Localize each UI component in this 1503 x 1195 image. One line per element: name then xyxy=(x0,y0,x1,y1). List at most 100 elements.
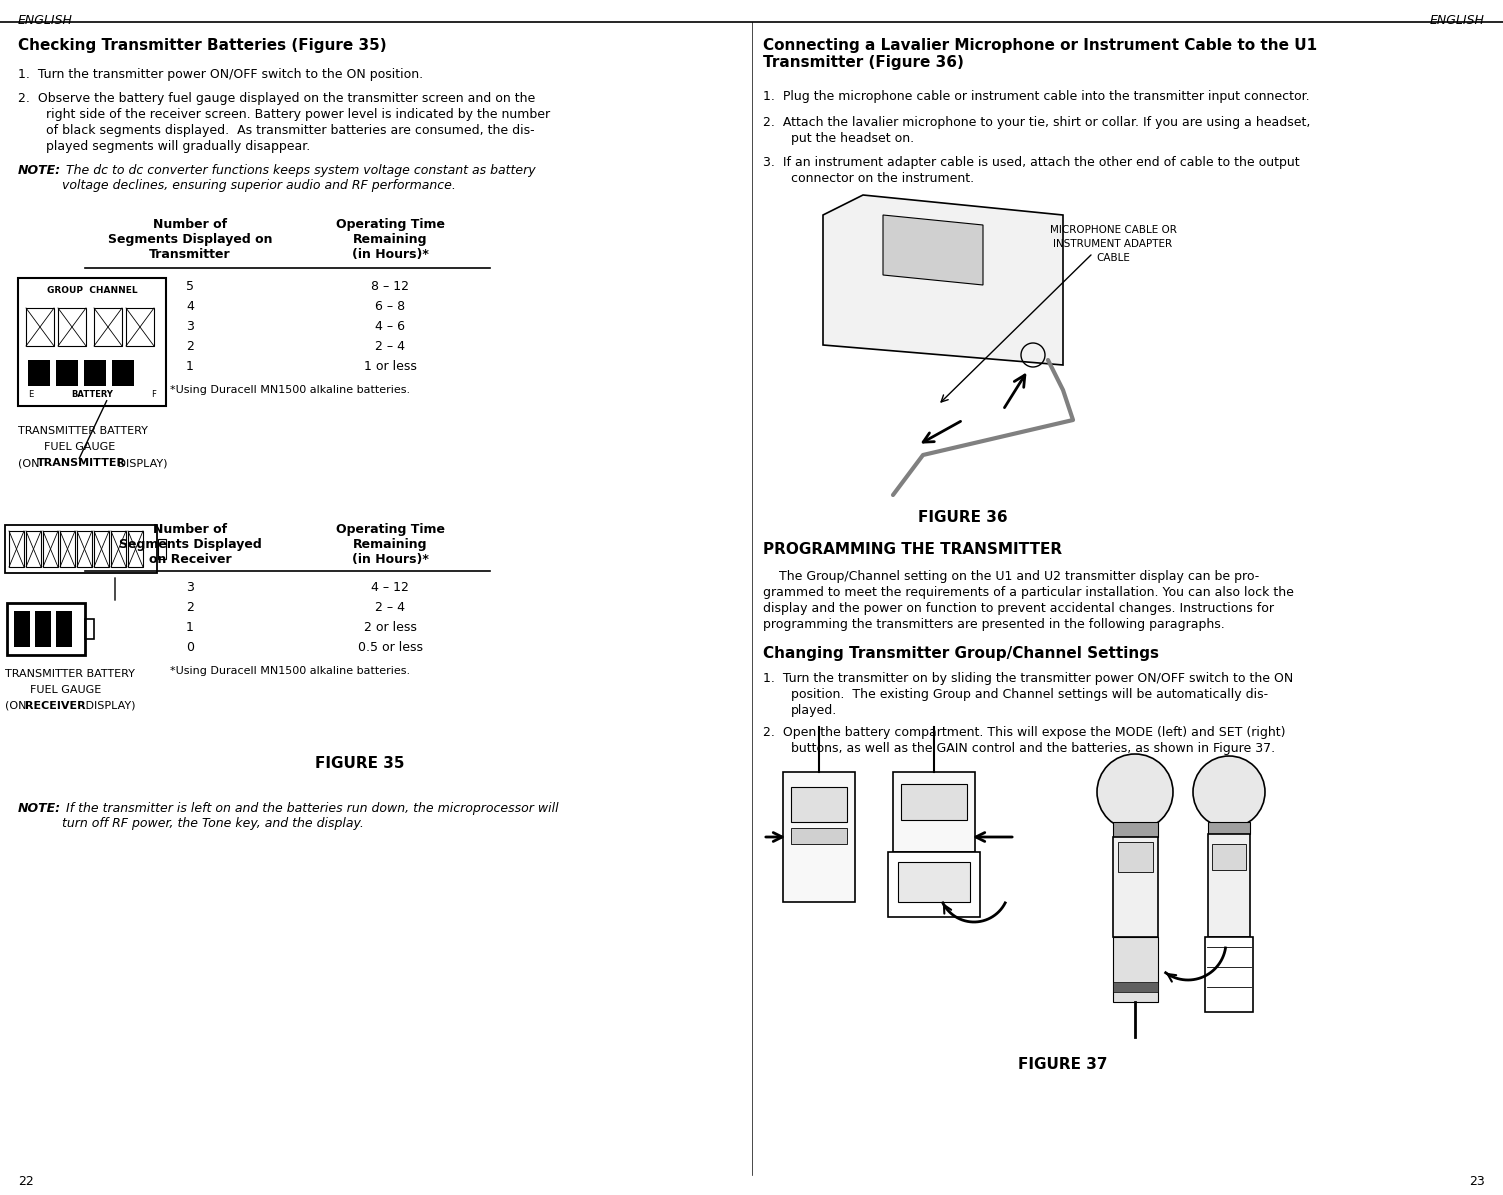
Polygon shape xyxy=(882,215,983,284)
Text: INSTRUMENT ADAPTER: INSTRUMENT ADAPTER xyxy=(1054,239,1172,249)
Text: 2.  Open the battery compartment. This will expose the MODE (left) and SET (righ: 2. Open the battery compartment. This wi… xyxy=(764,727,1285,739)
Text: TRANSMITTER: TRANSMITTER xyxy=(38,458,126,468)
Text: NOTE:: NOTE: xyxy=(18,802,62,815)
Polygon shape xyxy=(56,360,78,386)
Polygon shape xyxy=(56,611,72,646)
Text: DISPLAY): DISPLAY) xyxy=(83,701,135,711)
Text: 2.  Observe the battery fuel gauge displayed on the transmitter screen and on th: 2. Observe the battery fuel gauge displa… xyxy=(18,92,535,105)
Text: 5: 5 xyxy=(186,280,194,293)
Text: CABLE: CABLE xyxy=(1096,253,1130,263)
Polygon shape xyxy=(1114,836,1157,937)
Text: Number of
Segments Displayed
on Receiver: Number of Segments Displayed on Receiver xyxy=(119,523,262,566)
Text: 3: 3 xyxy=(186,320,194,333)
Text: Changing Transmitter Group/Channel Settings: Changing Transmitter Group/Channel Setti… xyxy=(764,646,1159,661)
Text: Operating Time
Remaining
(in Hours)*: Operating Time Remaining (in Hours)* xyxy=(335,523,445,566)
Text: NOTE:: NOTE: xyxy=(18,164,62,177)
Circle shape xyxy=(1193,756,1266,828)
Text: right side of the receiver screen. Battery power level is indicated by the numbe: right side of the receiver screen. Batte… xyxy=(47,108,550,121)
Text: FUEL GAUGE: FUEL GAUGE xyxy=(44,442,116,452)
Text: 1.  Turn the transmitter power ON/OFF switch to the ON position.: 1. Turn the transmitter power ON/OFF swi… xyxy=(18,68,424,81)
Text: ENGLISH: ENGLISH xyxy=(1431,14,1485,27)
Text: PROGRAMMING THE TRANSMITTER: PROGRAMMING THE TRANSMITTER xyxy=(764,543,1063,557)
Text: buttons, as well as the GAIN control and the batteries, as shown in Figure 37.: buttons, as well as the GAIN control and… xyxy=(791,742,1275,755)
Text: 3: 3 xyxy=(186,581,194,594)
Text: F: F xyxy=(152,390,156,399)
Text: ENGLISH: ENGLISH xyxy=(18,14,72,27)
Text: 4 – 6: 4 – 6 xyxy=(376,320,404,333)
Polygon shape xyxy=(900,784,966,820)
Text: programming the transmitters are presented in the following paragraphs.: programming the transmitters are present… xyxy=(764,618,1225,631)
Polygon shape xyxy=(1205,937,1254,1012)
Text: 6 – 8: 6 – 8 xyxy=(374,300,406,313)
Text: 0: 0 xyxy=(186,641,194,654)
Text: Number of
Segments Displayed on
Transmitter: Number of Segments Displayed on Transmit… xyxy=(108,217,272,261)
Text: put the headset on.: put the headset on. xyxy=(791,131,914,145)
Text: TRANSMITTER BATTERY: TRANSMITTER BATTERY xyxy=(18,425,147,436)
Polygon shape xyxy=(783,772,855,902)
Text: 23: 23 xyxy=(1470,1175,1485,1188)
Text: Checking Transmitter Batteries (Figure 35): Checking Transmitter Batteries (Figure 3… xyxy=(18,38,386,53)
Text: The dc to dc converter functions keeps system voltage constant as battery
voltag: The dc to dc converter functions keeps s… xyxy=(62,164,535,192)
Text: (ON: (ON xyxy=(18,458,44,468)
Text: E: E xyxy=(29,390,33,399)
Polygon shape xyxy=(1118,842,1153,872)
Text: 1: 1 xyxy=(186,621,194,635)
Text: 1 or less: 1 or less xyxy=(364,360,416,373)
Polygon shape xyxy=(888,852,980,917)
Text: 2.  Attach the lavalier microphone to your tie, shirt or collar. If you are usin: 2. Attach the lavalier microphone to you… xyxy=(764,116,1311,129)
Text: DISPLAY): DISPLAY) xyxy=(114,458,167,468)
Polygon shape xyxy=(1114,937,1157,1001)
Polygon shape xyxy=(84,360,107,386)
Polygon shape xyxy=(1211,844,1246,870)
Text: 2 – 4: 2 – 4 xyxy=(376,601,404,614)
Text: GROUP  CHANNEL: GROUP CHANNEL xyxy=(47,286,137,295)
Text: *Using Duracell MN1500 alkaline batteries.: *Using Duracell MN1500 alkaline batterie… xyxy=(170,385,410,396)
Text: played segments will gradually disappear.: played segments will gradually disappear… xyxy=(47,140,310,153)
Polygon shape xyxy=(1208,834,1250,937)
Text: display and the power on function to prevent accidental changes. Instructions fo: display and the power on function to pre… xyxy=(764,602,1275,615)
Polygon shape xyxy=(1114,982,1157,992)
Polygon shape xyxy=(113,360,134,386)
Polygon shape xyxy=(1114,822,1157,836)
Text: 2 or less: 2 or less xyxy=(364,621,416,635)
Text: 4 – 12: 4 – 12 xyxy=(371,581,409,594)
Text: played.: played. xyxy=(791,704,837,717)
Text: 22: 22 xyxy=(18,1175,33,1188)
Text: 2: 2 xyxy=(186,601,194,614)
Text: The Group/Channel setting on the U1 and U2 transmitter display can be pro-: The Group/Channel setting on the U1 and … xyxy=(764,570,1260,583)
Text: (ON: (ON xyxy=(5,701,30,711)
Text: 4: 4 xyxy=(186,300,194,313)
Text: Operating Time
Remaining
(in Hours)*: Operating Time Remaining (in Hours)* xyxy=(335,217,445,261)
Polygon shape xyxy=(35,611,51,646)
Text: 1.  Plug the microphone cable or instrument cable into the transmitter input con: 1. Plug the microphone cable or instrume… xyxy=(764,90,1309,103)
Polygon shape xyxy=(29,360,50,386)
Circle shape xyxy=(1097,754,1172,831)
Text: 0.5 or less: 0.5 or less xyxy=(358,641,422,654)
Polygon shape xyxy=(824,195,1063,364)
Text: FIGURE 37: FIGURE 37 xyxy=(1018,1058,1108,1072)
Polygon shape xyxy=(791,828,848,844)
Text: of black segments displayed.  As transmitter batteries are consumed, the dis-: of black segments displayed. As transmit… xyxy=(47,124,535,137)
Text: 1.  Turn the transmitter on by sliding the transmitter power ON/OFF switch to th: 1. Turn the transmitter on by sliding th… xyxy=(764,672,1293,685)
Text: 2: 2 xyxy=(186,341,194,353)
Text: connector on the instrument.: connector on the instrument. xyxy=(791,172,974,185)
Text: Connecting a Lavalier Microphone or Instrument Cable to the U1
Transmitter (Figu: Connecting a Lavalier Microphone or Inst… xyxy=(764,38,1317,71)
Polygon shape xyxy=(897,862,969,902)
Text: FIGURE 35: FIGURE 35 xyxy=(316,756,404,771)
Text: BATTERY: BATTERY xyxy=(71,390,113,399)
Text: *Using Duracell MN1500 alkaline batteries.: *Using Duracell MN1500 alkaline batterie… xyxy=(170,666,410,676)
Polygon shape xyxy=(1208,822,1250,834)
Polygon shape xyxy=(893,772,975,852)
Text: FUEL GAUGE: FUEL GAUGE xyxy=(30,685,101,695)
Text: 2 – 4: 2 – 4 xyxy=(376,341,404,353)
Text: 1: 1 xyxy=(186,360,194,373)
Text: 8 – 12: 8 – 12 xyxy=(371,280,409,293)
Text: position.  The existing Group and Channel settings will be automatically dis-: position. The existing Group and Channel… xyxy=(791,688,1269,701)
Text: FIGURE 36: FIGURE 36 xyxy=(918,510,1009,525)
Text: TRANSMITTER BATTERY: TRANSMITTER BATTERY xyxy=(5,669,135,679)
Polygon shape xyxy=(791,788,848,822)
Text: MICROPHONE CABLE OR: MICROPHONE CABLE OR xyxy=(1049,225,1177,235)
Text: RECEIVER: RECEIVER xyxy=(26,701,86,711)
Text: 3.  If an instrument adapter cable is used, attach the other end of cable to the: 3. If an instrument adapter cable is use… xyxy=(764,157,1300,168)
Polygon shape xyxy=(14,611,30,646)
